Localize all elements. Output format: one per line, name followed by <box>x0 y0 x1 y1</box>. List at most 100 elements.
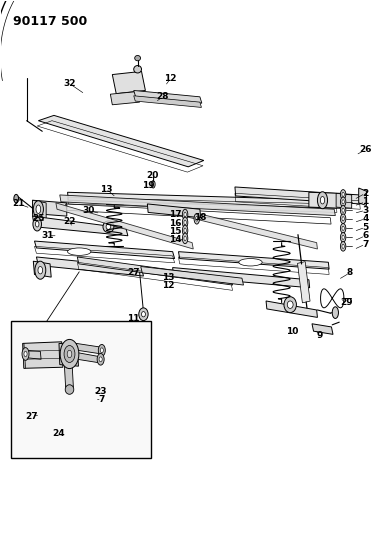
Polygon shape <box>176 208 318 249</box>
Ellipse shape <box>318 192 328 209</box>
Polygon shape <box>34 241 174 259</box>
Ellipse shape <box>14 195 18 203</box>
Ellipse shape <box>103 221 114 232</box>
Polygon shape <box>33 261 51 277</box>
Ellipse shape <box>342 244 344 248</box>
Polygon shape <box>141 266 243 285</box>
Text: 14: 14 <box>169 236 182 245</box>
Text: 9: 9 <box>317 331 323 340</box>
Text: 1: 1 <box>362 197 368 206</box>
Ellipse shape <box>36 205 41 214</box>
Polygon shape <box>23 342 63 368</box>
Polygon shape <box>38 115 204 167</box>
Text: 29: 29 <box>341 298 353 307</box>
Ellipse shape <box>194 214 200 224</box>
Text: 18: 18 <box>194 213 206 222</box>
Text: 16: 16 <box>169 219 182 228</box>
Ellipse shape <box>287 301 293 309</box>
Ellipse shape <box>182 233 188 244</box>
Ellipse shape <box>97 353 104 365</box>
Text: 17: 17 <box>169 210 182 219</box>
Polygon shape <box>312 324 333 334</box>
Text: 5: 5 <box>362 223 368 232</box>
Text: 25: 25 <box>32 214 45 223</box>
Ellipse shape <box>340 214 346 223</box>
Text: 23: 23 <box>94 386 107 395</box>
Polygon shape <box>33 200 46 219</box>
Ellipse shape <box>106 224 111 229</box>
Polygon shape <box>359 188 367 206</box>
Polygon shape <box>113 71 145 94</box>
Polygon shape <box>298 262 310 303</box>
Ellipse shape <box>340 190 346 199</box>
Ellipse shape <box>100 348 103 353</box>
Ellipse shape <box>38 266 43 274</box>
Ellipse shape <box>67 248 91 255</box>
Ellipse shape <box>182 209 188 220</box>
Text: 22: 22 <box>63 217 76 226</box>
Text: 27: 27 <box>25 411 38 421</box>
Ellipse shape <box>35 261 46 279</box>
Ellipse shape <box>22 348 29 360</box>
Ellipse shape <box>320 197 325 204</box>
Ellipse shape <box>332 307 338 318</box>
Polygon shape <box>23 343 25 368</box>
Text: 4: 4 <box>362 214 368 223</box>
FancyBboxPatch shape <box>11 320 151 458</box>
Ellipse shape <box>340 241 346 251</box>
Ellipse shape <box>342 216 344 221</box>
Text: 20: 20 <box>146 171 159 180</box>
Ellipse shape <box>184 236 186 241</box>
Polygon shape <box>77 257 232 285</box>
Text: 8: 8 <box>347 268 353 277</box>
Ellipse shape <box>139 308 148 320</box>
Polygon shape <box>25 350 41 359</box>
Text: 27: 27 <box>127 268 140 277</box>
Ellipse shape <box>142 312 145 317</box>
Text: 13: 13 <box>162 272 174 281</box>
Text: 31: 31 <box>42 231 54 240</box>
Polygon shape <box>309 192 340 208</box>
Ellipse shape <box>35 221 39 227</box>
Polygon shape <box>60 195 335 216</box>
Ellipse shape <box>342 208 344 213</box>
Ellipse shape <box>24 351 27 357</box>
Text: 10: 10 <box>286 327 299 336</box>
Ellipse shape <box>134 66 142 73</box>
Polygon shape <box>76 343 102 354</box>
Ellipse shape <box>342 192 344 197</box>
Ellipse shape <box>67 350 72 358</box>
Ellipse shape <box>135 55 141 61</box>
Ellipse shape <box>64 345 75 362</box>
Text: 7: 7 <box>362 240 368 249</box>
Polygon shape <box>33 200 67 216</box>
Ellipse shape <box>340 232 346 242</box>
Ellipse shape <box>342 235 344 239</box>
Text: 32: 32 <box>63 79 76 88</box>
Polygon shape <box>111 92 140 105</box>
Text: 28: 28 <box>157 92 169 101</box>
Text: 7: 7 <box>99 394 105 403</box>
Ellipse shape <box>342 226 344 230</box>
Polygon shape <box>178 252 329 269</box>
Ellipse shape <box>33 201 44 217</box>
Polygon shape <box>33 216 128 236</box>
Ellipse shape <box>340 223 346 233</box>
Text: 19: 19 <box>142 181 155 190</box>
Ellipse shape <box>184 220 186 225</box>
Text: 15: 15 <box>169 227 182 236</box>
Polygon shape <box>134 96 201 108</box>
Ellipse shape <box>182 225 188 236</box>
Ellipse shape <box>184 212 186 217</box>
Text: 12: 12 <box>163 281 175 290</box>
Ellipse shape <box>33 217 42 231</box>
Text: 26: 26 <box>359 146 372 155</box>
Text: 13: 13 <box>100 184 113 193</box>
Polygon shape <box>36 257 143 276</box>
Text: 30: 30 <box>83 206 95 215</box>
Polygon shape <box>59 343 78 366</box>
Polygon shape <box>336 193 352 208</box>
Text: 2: 2 <box>362 189 368 198</box>
Polygon shape <box>266 301 318 317</box>
Polygon shape <box>67 192 337 208</box>
